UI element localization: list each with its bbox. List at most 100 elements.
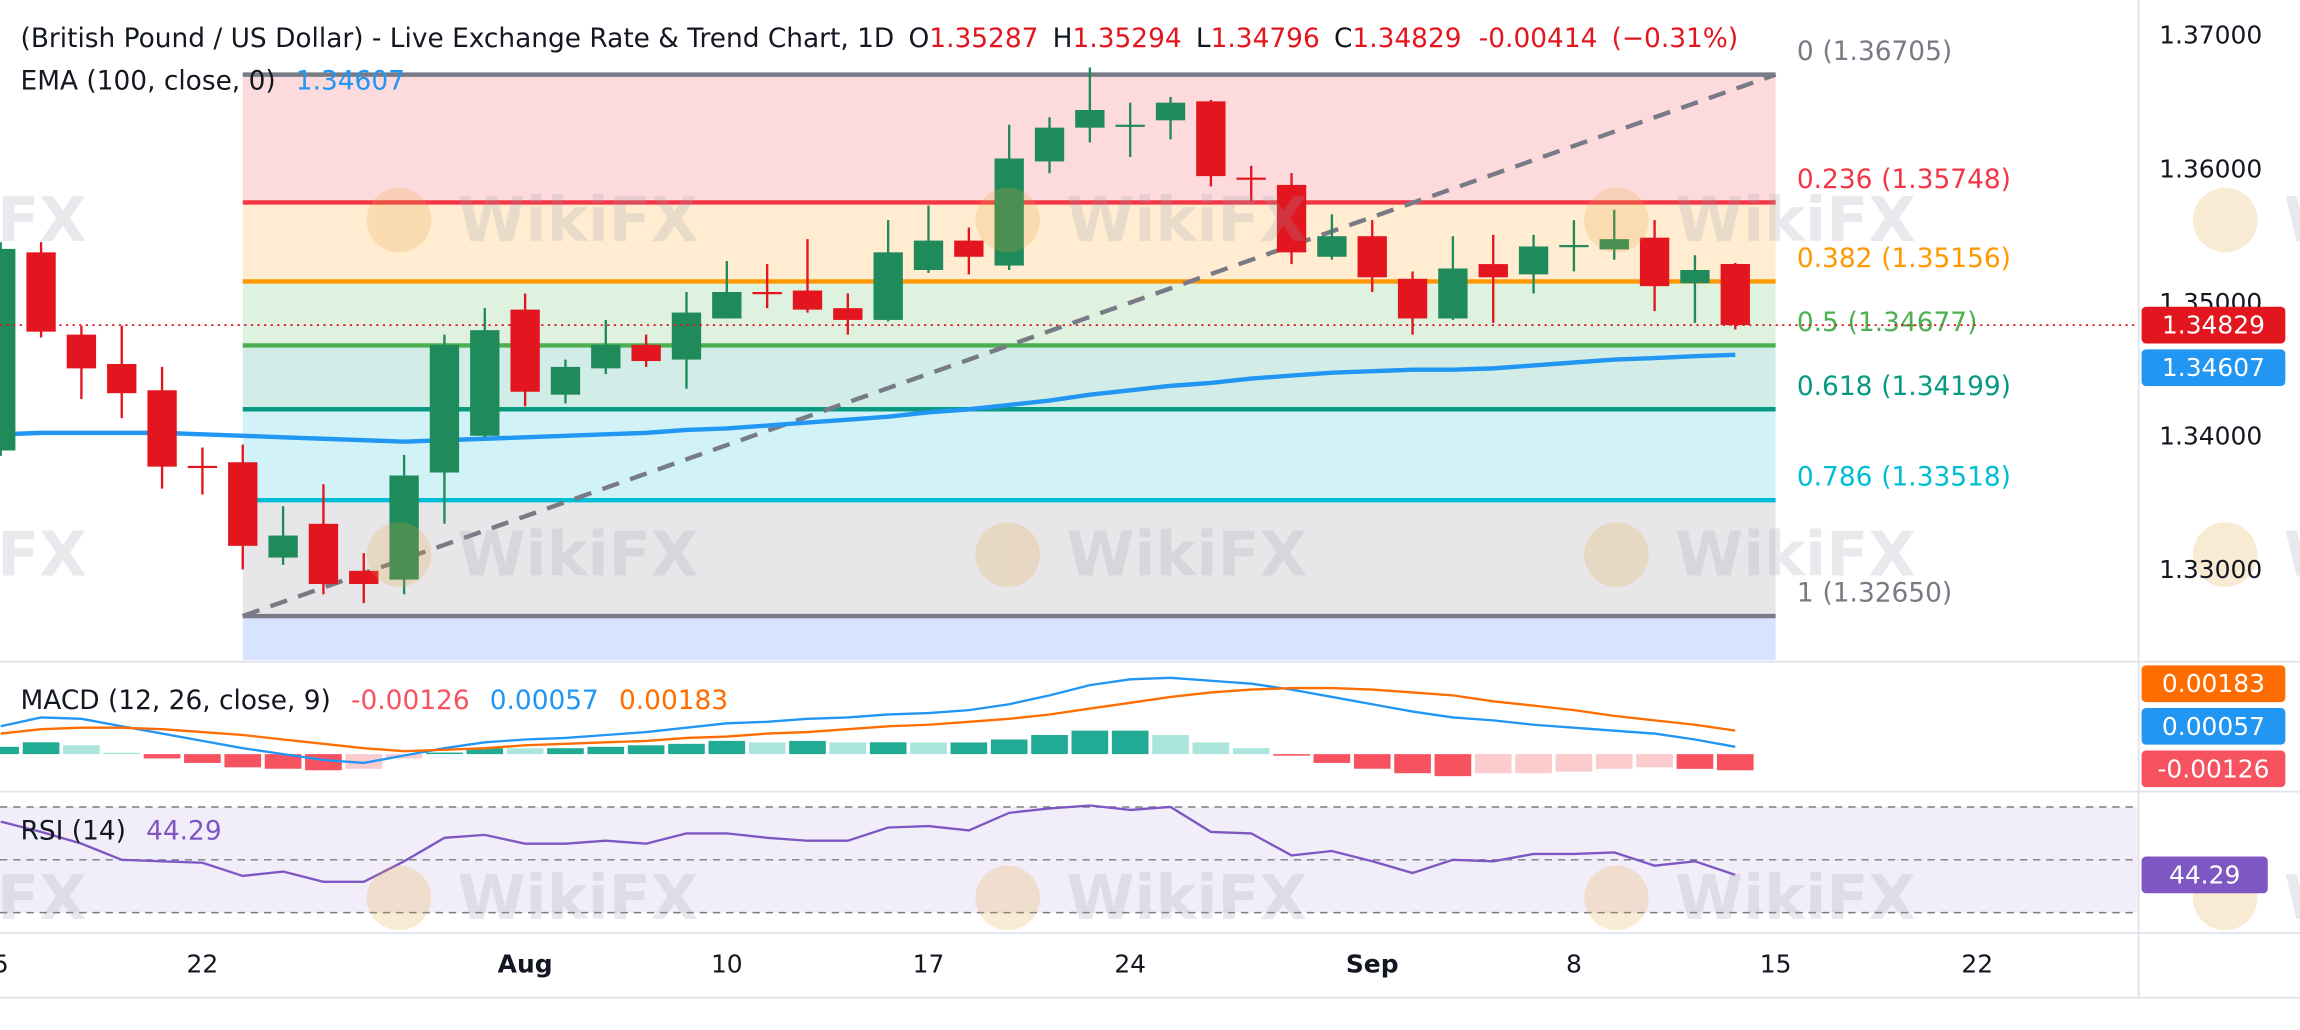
watermark: WikiFX [458,184,699,256]
y-tick-label: 1.34000 [2159,421,2262,450]
watermark: WikiFX [1675,862,1916,934]
histogram-box [2141,750,2286,788]
fib-trend-line [242,72,1777,619]
fib-price: (1.35748) [1881,163,2011,194]
macd-histogram-bar [668,743,705,755]
macd-histogram-bar [305,754,342,771]
candle-body [1155,102,1186,121]
signal-line [0,686,1736,753]
candle-body [147,390,177,467]
rsi-box-label: 44.29 [2169,860,2240,889]
candle-body [550,366,581,395]
macd-histogram-bar [748,742,786,755]
macd-histogram-bar [426,752,463,755]
macd-box [2141,707,2286,745]
change-value: -0.00414 [1479,23,1598,54]
watermark: WikiFX [2284,862,2300,934]
watermark-logo [1584,187,1649,253]
macd-histogram-bar [224,754,262,768]
chart-title: (British Pound / US Dollar) - Live Excha… [21,23,895,54]
close-value: 1.34829 [1352,23,1461,54]
candle-body [470,330,500,436]
ema-box-label: 1.34607 [2162,353,2265,382]
fib-ratio: 1 [1797,577,1814,608]
fib-level-label: 0.236 (1.35748) [1797,163,2011,194]
candle-body [671,312,702,360]
candle-body [1599,239,1629,250]
candle-body [0,248,16,451]
candle-body [954,240,984,257]
ohlc-label: C [1334,23,1352,54]
macd-line [0,676,1736,765]
x-tick-label: Aug [498,949,553,978]
plot-layer: 0 (1.36705)0.236 (1.35748)0.382 (1.35156)0.… [0,36,2139,883]
macd-histogram-bar [547,748,584,755]
candle-body [792,290,823,310]
macd-histogram-bar [103,752,141,755]
watermark-logo [975,187,1040,253]
macd-histogram-bar [184,754,221,763]
x-tick-label: 5 [0,949,9,978]
candle-body [268,535,298,558]
fib-ratio: 0.5 [1797,306,1839,337]
rsi-legend: RSI (14) 44.29 [21,815,222,846]
macd-histogram-bar [1434,754,1472,777]
macd-histogram-bar [869,742,907,755]
macd-histogram-bar [345,754,383,769]
watermark-logo [975,522,1040,587]
watermark: WikiFX [2284,519,2300,591]
macd-histogram-bar [990,739,1028,755]
watermark-logo [366,865,432,931]
candle-body [913,240,944,270]
rsi-box [2141,856,2268,894]
macd-title: MACD (12, 26, close, 9) [21,684,331,715]
change-percent: (−0.31%) [1612,23,1739,54]
fib-price: (1.36705) [1822,36,1952,67]
high-value: 1.35294 [1073,23,1182,54]
watermark-logo [2192,187,2258,253]
legend-header: (British Pound / US Dollar) - Live Excha… [21,23,1739,54]
macd-histogram-bar [1595,754,1633,769]
macd-histogram-bar [63,745,100,755]
candle-body [26,252,56,332]
fib-price: (1.34199) [1881,370,2011,401]
y-tick-label: 1.36000 [2159,154,2262,183]
macd-histogram-bar [1353,754,1391,769]
fib-extension-band [242,616,1776,661]
candle-body [752,292,782,295]
fib-level-label: 0.618 (1.34199) [1797,370,2011,401]
candle-body [1075,110,1105,128]
macd-value: 0.00057 [490,684,599,715]
macd-histogram-bar [1031,735,1068,755]
signal-value: 0.00183 [619,684,728,715]
macd-histogram-bar [1232,748,1270,755]
y-tick-label: 1.37000 [2159,21,2262,50]
frame [0,0,2300,999]
ohlc-label: L [1196,23,1211,54]
price-box [2141,306,2286,344]
x-tick-label: 22 [187,949,219,978]
watermark: WikiFX [1675,184,1916,256]
fib-level-label: 1 (1.32650) [1797,577,1952,608]
macd-histogram-bar [22,742,60,755]
ema-value: 1.34607 [296,65,405,96]
candle-body [1034,127,1065,162]
macd-legend: MACD (12, 26, close, 9) -0.00126 0.00057… [21,684,729,715]
signal-box-label: 0.00183 [2162,669,2265,698]
macd-histogram-bar [1071,730,1109,755]
candle-body [107,363,137,394]
fib-ratio: 0 [1797,36,1814,67]
macd-histogram-bar [1192,742,1230,755]
histogram-value: -0.00126 [351,684,470,715]
x-tick-label: 22 [1961,949,1993,978]
candle-body [1559,245,1589,248]
candle-body [994,158,1024,266]
watermark-layer: WikiFX WikiFX WikiFX WikiFX WikiFX WikiFX Wiki… [0,184,2300,934]
candle-body [66,334,97,369]
candle-body [308,523,339,585]
macd-histogram-bar [829,742,867,755]
candle-body [187,465,218,469]
candle-body [1236,177,1266,180]
rsi-line [0,804,1736,883]
